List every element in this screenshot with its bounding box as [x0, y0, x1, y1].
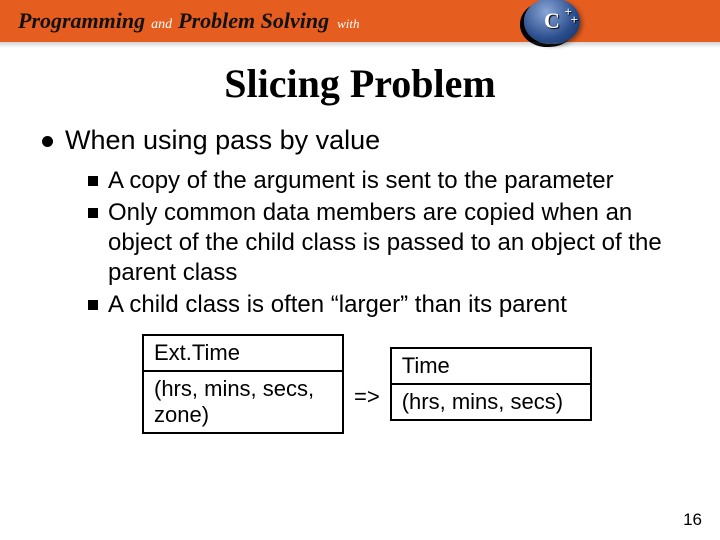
logo-programming: Programming: [18, 8, 145, 34]
book-logo: Programming and Problem Solving with: [0, 8, 360, 34]
header-shadow: [0, 42, 720, 48]
disc-bullet-icon: [42, 136, 53, 147]
table-cell-body: (hrs, mins, secs): [391, 384, 591, 420]
cpp-plus-2: +: [571, 12, 578, 28]
square-bullet-icon: [88, 208, 98, 218]
page-number: 16: [683, 510, 702, 530]
sub-bullet: Only common data members are copied when…: [88, 198, 678, 288]
table-cell-header: Time: [391, 348, 591, 384]
cpp-c: C: [544, 8, 560, 33]
sub-bullet-text: A copy of the argument is sent to the pa…: [108, 166, 614, 196]
logo-with: with: [337, 16, 359, 32]
square-bullet-icon: [88, 176, 98, 186]
comparison-table-wrap: Ext.Time (hrs, mins, secs, zone) => Time…: [142, 334, 678, 434]
slide-title: Slicing Problem: [0, 60, 720, 107]
arrow-icon: =>: [344, 358, 390, 410]
arrow-text: =>: [354, 384, 380, 410]
table-cell-header: Ext.Time: [143, 335, 343, 371]
sub-bullet: A copy of the argument is sent to the pa…: [88, 166, 678, 196]
logo-problem-solving: Problem Solving: [178, 8, 329, 34]
cpp-badge-icon: C + +: [524, 0, 580, 44]
logo-and: and: [151, 17, 172, 33]
bullet-level1: When using pass by value: [42, 125, 678, 156]
sub-bullet-list: A copy of the argument is sent to the pa…: [42, 166, 678, 320]
square-bullet-icon: [88, 300, 98, 310]
time-table: Time (hrs, mins, secs): [390, 347, 592, 421]
header-bar: Programming and Problem Solving with C +…: [0, 0, 720, 42]
sub-bullet: A child class is often “larger” than its…: [88, 290, 678, 320]
slide-content: When using pass by value A copy of the a…: [0, 107, 720, 434]
sub-bullet-text: A child class is often “larger” than its…: [108, 290, 567, 320]
table-cell-body: (hrs, mins, secs, zone): [143, 371, 343, 433]
bullet1-text: When using pass by value: [65, 125, 380, 156]
cpp-letter: C + +: [544, 8, 560, 34]
ext-time-table: Ext.Time (hrs, mins, secs, zone): [142, 334, 344, 434]
sub-bullet-text: Only common data members are copied when…: [108, 198, 678, 288]
